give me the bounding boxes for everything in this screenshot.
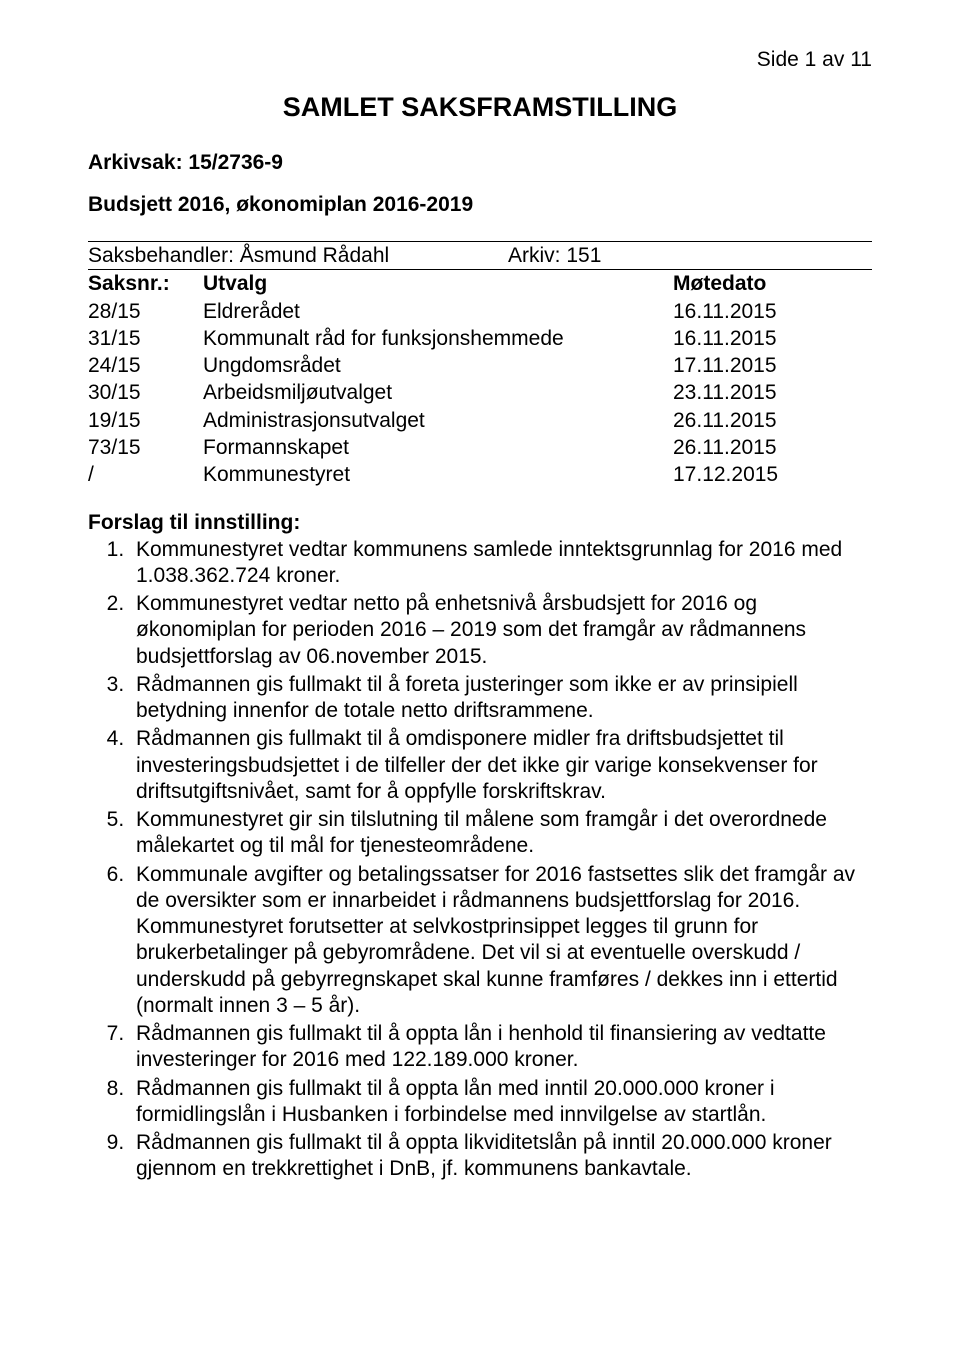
meeting-row: /Kommunestyret17.12.2015	[88, 461, 872, 488]
proposal-item: Kommunestyret vedtar kommunens samlede i…	[130, 537, 872, 590]
meeting-board: Kommunalt råd for funksjonshemmede	[203, 325, 673, 352]
document-page: Side 1 av 11 SAMLET SAKSFRAMSTILLING Ark…	[0, 0, 960, 1233]
meetings-list: 28/15Eldrerådet16.11.201531/15Kommunalt …	[88, 298, 872, 489]
meeting-board: Formannskapet	[203, 434, 673, 461]
proposal-item: Kommunestyret gir sin tilslutning til må…	[130, 807, 872, 860]
meeting-date: 26.11.2015	[673, 434, 843, 461]
proposal-item: Rådmannen gis fullmakt til å oppta lån m…	[130, 1076, 872, 1129]
meeting-row: 28/15Eldrerådet16.11.2015	[88, 298, 872, 325]
meetings-header-row: Saksnr.: Utvalg Møtedato	[88, 270, 872, 297]
meeting-number: 30/15	[88, 379, 203, 406]
proposal-item: Kommunale avgifter og betalingssatser fo…	[130, 862, 872, 1020]
proposal-list: Kommunestyret vedtar kommunens samlede i…	[88, 537, 872, 1183]
meeting-number: /	[88, 461, 203, 488]
meeting-board: Eldrerådet	[203, 298, 673, 325]
arkiv-label: Arkiv: 151	[508, 242, 872, 269]
case-reference: Arkivsak: 15/2736-9	[88, 151, 872, 175]
case-handler-label: Saksbehandler: Åsmund Rådahl	[88, 242, 508, 269]
proposal-item: Rådmannen gis fullmakt til å oppta lån i…	[130, 1021, 872, 1074]
proposal-heading: Forslag til innstilling:	[88, 511, 872, 535]
meeting-date: 16.11.2015	[673, 298, 843, 325]
meeting-row: 31/15Kommunalt råd for funksjonshemmede1…	[88, 325, 872, 352]
meeting-date: 16.11.2015	[673, 325, 843, 352]
proposal-item: Rådmannen gis fullmakt til å foreta just…	[130, 672, 872, 725]
header-saksnr: Saksnr.:	[88, 270, 203, 297]
page-counter: Side 1 av 11	[88, 48, 872, 72]
meeting-row: 19/15Administrasjonsutvalget26.11.2015	[88, 407, 872, 434]
meeting-board: Arbeidsmiljøutvalget	[203, 379, 673, 406]
meeting-number: 31/15	[88, 325, 203, 352]
proposal-item: Kommunestyret vedtar netto på enhetsnivå…	[130, 591, 872, 670]
meeting-row: 30/15Arbeidsmiljøutvalget23.11.2015	[88, 379, 872, 406]
proposal-item: Rådmannen gis fullmakt til å omdisponere…	[130, 726, 872, 805]
header-utvalg: Utvalg	[203, 270, 673, 297]
meeting-board: Administrasjonsutvalget	[203, 407, 673, 434]
meeting-number: 73/15	[88, 434, 203, 461]
meeting-date: 26.11.2015	[673, 407, 843, 434]
meeting-row: 73/15Formannskapet26.11.2015	[88, 434, 872, 461]
meeting-number: 24/15	[88, 352, 203, 379]
document-title: SAMLET SAKSFRAMSTILLING	[88, 92, 872, 123]
meeting-row: 24/15Ungdomsrådet17.11.2015	[88, 352, 872, 379]
case-subject: Budsjett 2016, økonomiplan 2016-2019	[88, 193, 872, 217]
meeting-date: 17.12.2015	[673, 461, 843, 488]
meeting-board: Ungdomsrådet	[203, 352, 673, 379]
case-handler-row: Saksbehandler: Åsmund Rådahl Arkiv: 151	[88, 242, 872, 269]
meeting-board: Kommunestyret	[203, 461, 673, 488]
proposal-item: Rådmannen gis fullmakt til å oppta likvi…	[130, 1130, 872, 1183]
meeting-date: 23.11.2015	[673, 379, 843, 406]
header-motedato: Møtedato	[673, 270, 843, 297]
meeting-date: 17.11.2015	[673, 352, 843, 379]
meeting-number: 19/15	[88, 407, 203, 434]
meeting-number: 28/15	[88, 298, 203, 325]
